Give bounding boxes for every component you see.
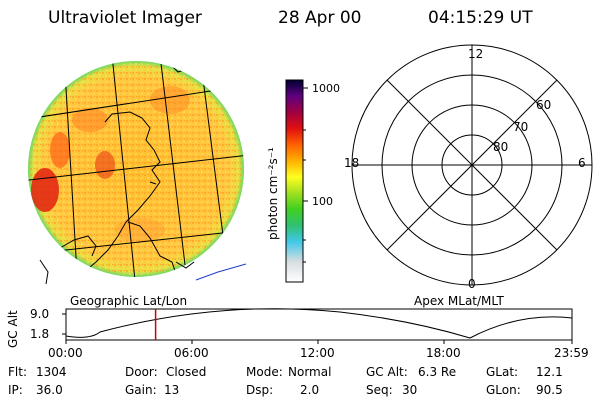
- time-label: 04:15:29 UT: [428, 8, 533, 28]
- uvi-image: [28, 61, 247, 285]
- gcalt-value: 6.3 Re: [418, 365, 457, 379]
- flt-value: 1304: [36, 365, 67, 379]
- door-value: Closed: [166, 365, 207, 379]
- apex-label: Apex MLat/MLT: [414, 294, 504, 308]
- glon-label: GLon:: [486, 383, 521, 397]
- glat-value: 12.1: [536, 365, 563, 379]
- gcalt-axis-label: GC Alt: [6, 310, 20, 348]
- geographic-label: Geographic Lat/Lon: [70, 294, 188, 308]
- time-tick-0600: 06:00: [174, 346, 209, 360]
- mlt-label-0: 0: [468, 277, 476, 291]
- seq-label: Seq:: [366, 383, 393, 397]
- mode-value: Normal: [288, 365, 332, 379]
- instrument-title: Ultraviolet Imager: [48, 8, 202, 28]
- mode-label: Mode:: [246, 365, 283, 379]
- colorbar-tick-100: 100: [312, 195, 333, 208]
- time-tick-1800: 18:00: [426, 346, 461, 360]
- date-label: 28 Apr 00: [278, 8, 362, 28]
- dsp-label: Dsp:: [246, 383, 274, 397]
- mlat-label-60: 60: [536, 98, 552, 112]
- mlat-label-80: 80: [493, 140, 509, 154]
- colorbar-tick-1000: 1000: [312, 82, 340, 95]
- time-tick-2359: 23:59: [554, 346, 589, 360]
- gcalt-tick-9: 9.0: [30, 307, 50, 321]
- geographic-grid: [28, 61, 244, 277]
- door-label: Door:: [125, 365, 158, 379]
- seq-value: 30: [402, 383, 418, 397]
- time-tick-1200: 12:00: [300, 346, 335, 360]
- glat-label: GLat:: [486, 365, 519, 379]
- dsp-value: 2.0: [300, 383, 320, 397]
- gcalt-label: GC Alt:: [366, 365, 408, 379]
- color-bar: [285, 79, 308, 283]
- mlat-label-70: 70: [513, 120, 529, 134]
- mlt-label-18: 18: [344, 156, 360, 170]
- gain-value: 13: [164, 383, 180, 397]
- colorbar-label: photon cm⁻²s⁻¹: [266, 147, 280, 240]
- mlt-label-6: 6: [578, 156, 586, 170]
- gain-label: Gain:: [125, 383, 157, 397]
- time-tick-0000: 00:00: [48, 346, 83, 360]
- gcalt-tick-1.8: 1.8: [30, 327, 50, 341]
- flt-label: Flt:: [8, 365, 27, 379]
- altitude-plot: [62, 308, 573, 344]
- mlt-label-12: 12: [468, 47, 484, 61]
- ip-label: IP:: [8, 383, 23, 397]
- polar-plot: [351, 44, 593, 286]
- glon-value: 90.5: [536, 383, 563, 397]
- ip-value: 36.0: [36, 383, 63, 397]
